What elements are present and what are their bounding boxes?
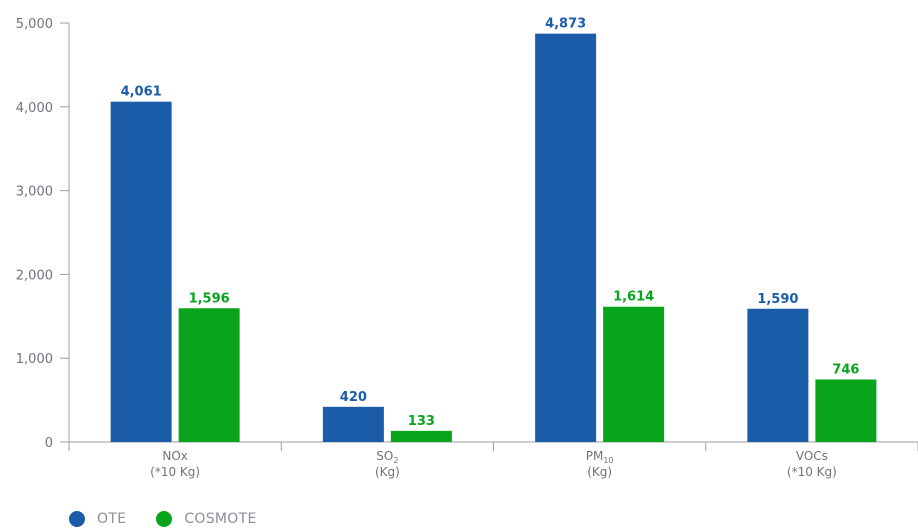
- x-tick-unit-label: (*10 Kg): [150, 465, 200, 479]
- data-label-cosmote: 746: [832, 362, 859, 377]
- y-tick-label: 1,000: [16, 352, 53, 367]
- data-label-cosmote: 1,596: [189, 291, 230, 306]
- data-label-ote: 420: [340, 390, 367, 405]
- x-tick-label: VOCs: [796, 449, 828, 463]
- legend-swatch-cosmote: [156, 511, 172, 527]
- bar-ote: [747, 309, 808, 442]
- bar-cosmote: [179, 308, 240, 442]
- bar-ote: [111, 102, 172, 442]
- data-label-cosmote: 1,614: [613, 290, 654, 305]
- data-label-cosmote: 133: [408, 414, 435, 429]
- y-tick-label: 2,000: [16, 268, 53, 283]
- legend-label-cosmote: COSMOTE: [184, 511, 256, 527]
- legend-label-ote: OTE: [97, 511, 126, 527]
- x-tick-unit-label: (Kg): [375, 465, 400, 479]
- data-label-ote: 4,061: [121, 85, 162, 100]
- legend-swatch-ote: [69, 511, 85, 527]
- x-tick-unit-label: (*10 Kg): [787, 465, 837, 479]
- y-tick-label: 3,000: [16, 185, 53, 200]
- bar-chart-svg: 0 1,000 2,000 3,000 4,000 5,000 4,061 1,596 NOx (…: [0, 0, 918, 500]
- bar-ote: [323, 407, 384, 442]
- legend: OTE COSMOTE: [69, 511, 287, 527]
- bar-ote: [535, 34, 596, 442]
- x-tick-label: PM10: [586, 449, 614, 465]
- x-tick-unit-label: (Kg): [587, 465, 612, 479]
- y-tick-label: 5,000: [16, 17, 53, 32]
- x-tick-label: NOx: [162, 449, 188, 463]
- bar-cosmote: [603, 307, 664, 442]
- bar-cosmote: [815, 379, 876, 442]
- data-label-ote: 1,590: [757, 292, 798, 307]
- y-tick-label: 0: [45, 436, 53, 451]
- data-label-ote: 4,873: [545, 17, 586, 32]
- legend-item-ote: OTE: [69, 511, 126, 527]
- bar-cosmote: [391, 431, 452, 442]
- y-tick-label: 4,000: [16, 101, 53, 116]
- x-tick-label: SO2: [376, 449, 398, 465]
- legend-item-cosmote: COSMOTE: [156, 511, 256, 527]
